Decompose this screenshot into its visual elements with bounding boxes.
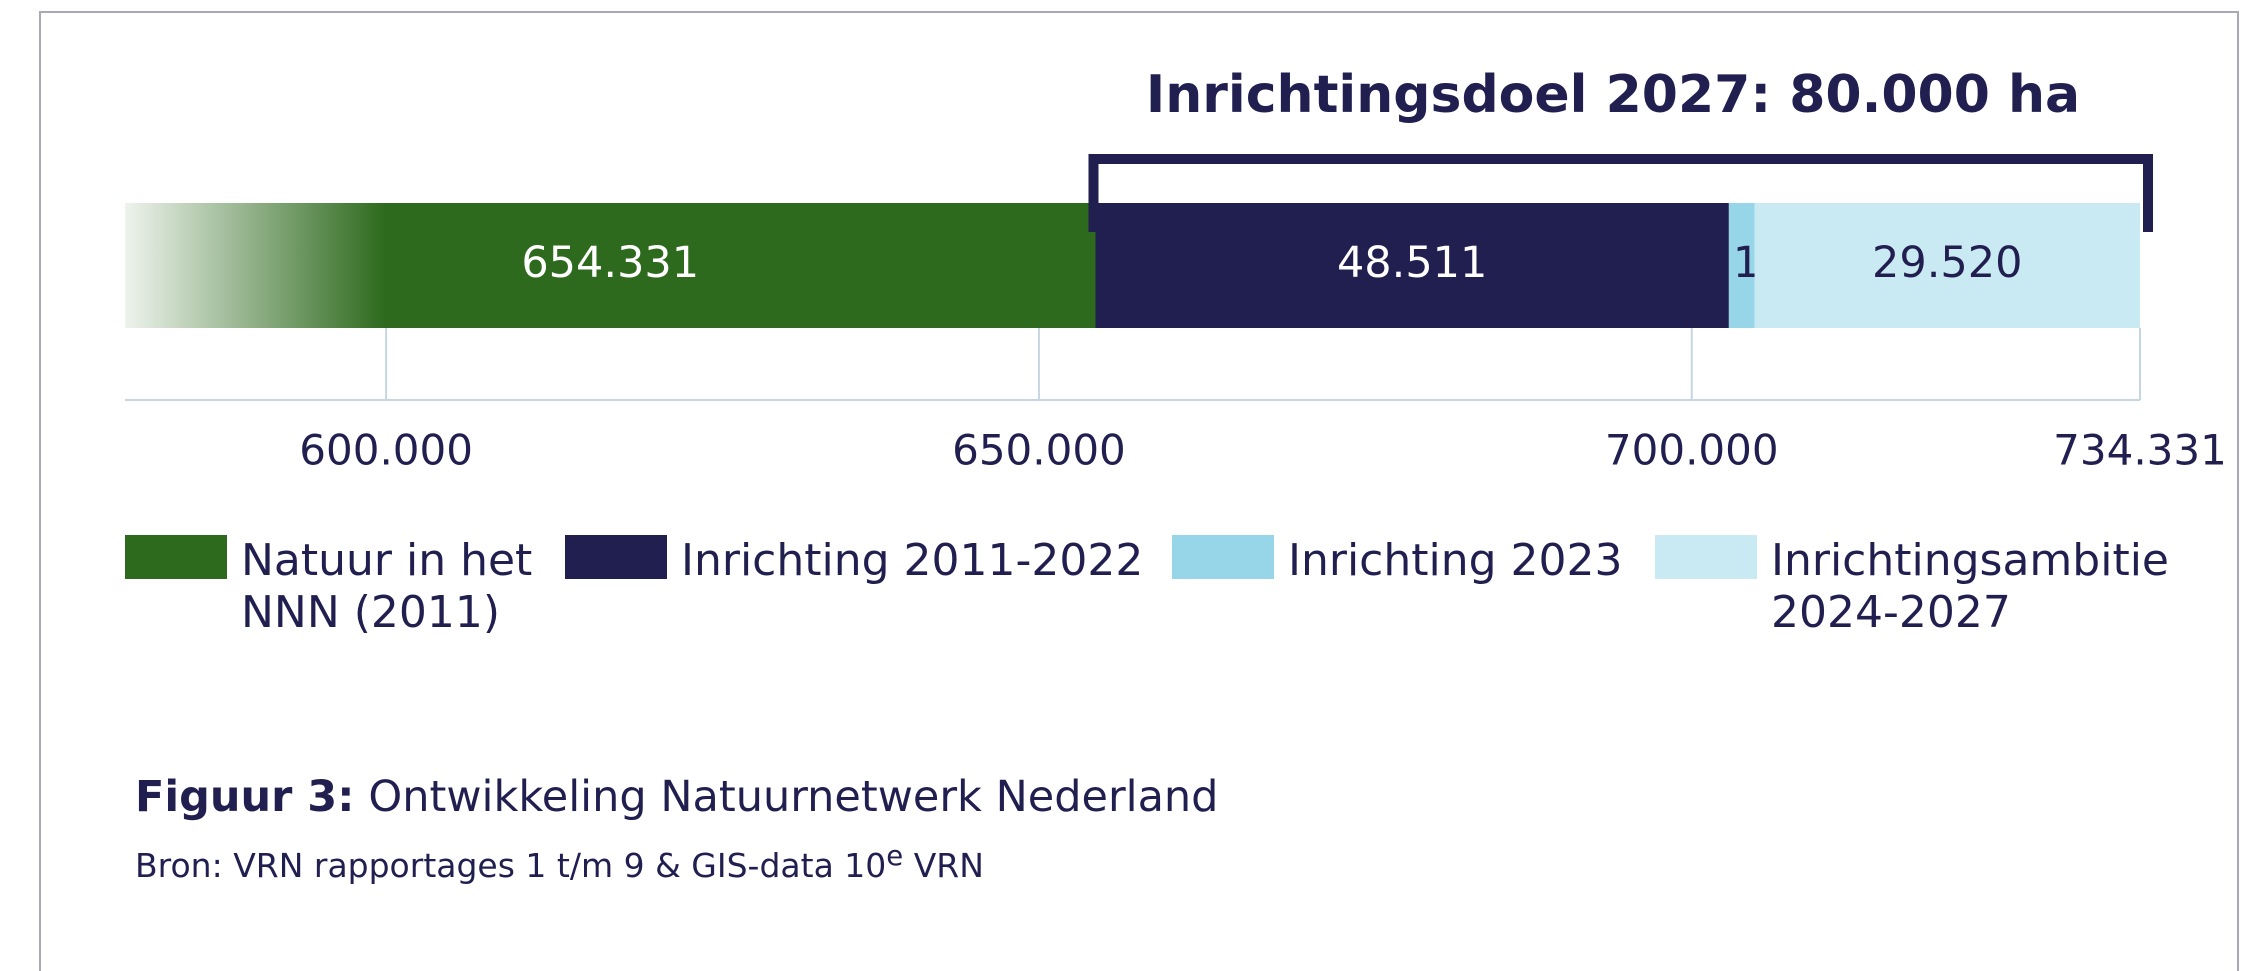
x-tick-label: 734.331: [2053, 426, 2227, 475]
legend-item: Natuur in het NNN (2011): [125, 535, 561, 639]
source-sup: e: [886, 840, 904, 872]
bar-segment: [1095, 203, 1729, 328]
legend-swatch: [1172, 535, 1274, 579]
caption-text: Ontwikkeling Natuurnetwerk Nederland: [368, 772, 1219, 822]
legend-item: Inrichting 2011-2022: [565, 535, 1143, 587]
bracket: [1088, 154, 2153, 232]
value-label: 48.511: [1337, 238, 1487, 288]
value-label: 654.331: [521, 238, 699, 288]
legend-label: Natuur in het NNN (2011): [241, 535, 533, 638]
legend-swatch: [565, 535, 667, 579]
source-text: Bron: VRN rapportages 1 t/m 9 & GIS-data…: [135, 846, 887, 885]
bar-segment: [125, 203, 1096, 328]
bar-segment: [1728, 203, 1755, 328]
source: Bron: VRN rapportages 1 t/m 9 & GIS-data…: [135, 840, 984, 885]
x-tick-label: 600.000: [299, 426, 473, 475]
bar-segment: [1754, 203, 2140, 328]
legend-item: Inrichtingsambitie 2024-2027: [1655, 535, 2231, 639]
legend-swatch: [1655, 535, 1757, 579]
source-after: VRN: [913, 846, 984, 885]
x-tick-label: 700.000: [1605, 426, 1779, 475]
annotation: Inrichtingsdoel 2027: 80.000 ha: [1146, 65, 2080, 125]
value-label: 29.520: [1872, 238, 2022, 288]
legend-label: Inrichting 2011-2022: [681, 535, 1144, 586]
x-tick-label: 650.000: [952, 426, 1126, 475]
legend-label: Inrichting 2023: [1288, 535, 1623, 586]
caption-label: Figuur 3:: [135, 772, 355, 822]
frame: [39, 11, 2239, 971]
legend-item: Inrichting 2023: [1172, 535, 1623, 587]
legend-swatch: [125, 535, 227, 579]
caption: Figuur 3: Ontwikkeling Natuurnetwerk Nede…: [135, 772, 1218, 822]
legend-label: Inrichtingsambitie 2024-2027: [1771, 535, 2169, 638]
